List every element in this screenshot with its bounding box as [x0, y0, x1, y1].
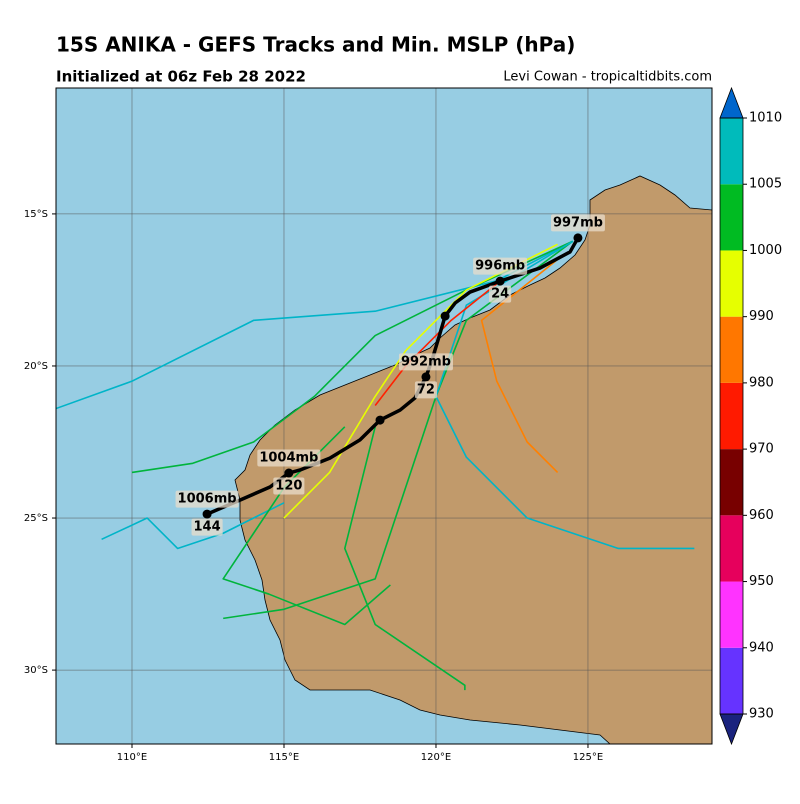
label-box	[414, 381, 437, 399]
colorbar-tick-label: 970	[749, 442, 774, 457]
member-track	[374, 283, 498, 406]
y-tick-label: 15°S	[24, 209, 48, 220]
colorbar-band	[720, 316, 743, 383]
track-marker	[421, 372, 431, 382]
member-track	[283, 243, 558, 519]
colorbar-tick-label: 1000	[749, 243, 782, 258]
track-marker	[495, 276, 505, 286]
label-box	[550, 214, 605, 232]
label-box	[191, 518, 223, 536]
label-box	[273, 477, 305, 495]
colorbar-tick-label: 990	[749, 309, 774, 324]
track-marker	[375, 415, 385, 425]
label-box	[175, 490, 239, 508]
pressure-label: 992mb	[401, 354, 451, 369]
chart-title: 15S ANIKA - GEFS Tracks and Min. MSLP (h…	[56, 33, 575, 57]
land	[234, 175, 712, 744]
track-marker	[573, 233, 583, 243]
colorbar-band	[720, 382, 743, 450]
colorbar-over	[719, 86, 744, 119]
hour-label: 24	[491, 287, 509, 302]
map-frame	[55, 87, 713, 745]
label-box	[257, 449, 321, 467]
colorbar-tick-label: 960	[749, 508, 774, 523]
member-track	[343, 426, 466, 691]
label-box	[473, 257, 528, 275]
y-tick-label: 20°S	[24, 361, 48, 372]
label-box	[489, 285, 512, 303]
colorbar-band	[720, 515, 743, 582]
colorbar-under	[719, 713, 744, 746]
colorbar-tick-label: 950	[749, 574, 774, 589]
colorbar-band	[720, 184, 743, 251]
member-track	[435, 240, 695, 550]
pressure-label: 1004mb	[259, 451, 318, 466]
track-marker	[440, 311, 450, 321]
colorbar-band	[720, 647, 743, 714]
colorbar-tick-label: 1005	[749, 177, 782, 192]
colorbar-tick-label: 930	[749, 707, 774, 722]
member-track	[222, 426, 391, 626]
track-marker	[284, 468, 294, 478]
member-track	[101, 502, 285, 550]
pressure-label: 1006mb	[178, 492, 237, 507]
credit: Levi Cowan - tropicaltidbits.com	[503, 70, 712, 85]
member-track	[223, 240, 574, 620]
hour-label: 72	[417, 382, 435, 397]
colorbar-tick-label: 1010	[749, 111, 782, 126]
y-tick-label: 25°S	[24, 513, 48, 524]
colorbar-tick-label: 940	[749, 640, 774, 655]
hour-label: 144	[194, 520, 221, 535]
y-tick-label: 30°S	[24, 665, 48, 676]
chart-subtitle: Initialized at 06z Feb 28 2022	[56, 68, 306, 86]
label-box	[398, 353, 453, 371]
hour-label: 120	[275, 479, 302, 494]
colorbar-band	[720, 250, 743, 317]
track-marker	[202, 509, 212, 519]
x-tick-label: 110°E	[117, 752, 147, 763]
colorbar-frame	[719, 117, 744, 715]
colorbar-band	[720, 118, 743, 185]
colorbar-band	[720, 449, 743, 516]
colorbar-tick-label: 980	[749, 375, 774, 390]
pressure-label: 997mb	[553, 215, 603, 230]
x-tick-label: 115°E	[269, 752, 299, 763]
colorbar-band	[720, 581, 743, 648]
pressure-label: 996mb	[475, 259, 525, 274]
x-tick-label: 120°E	[421, 752, 451, 763]
x-tick-label: 125°E	[573, 752, 603, 763]
